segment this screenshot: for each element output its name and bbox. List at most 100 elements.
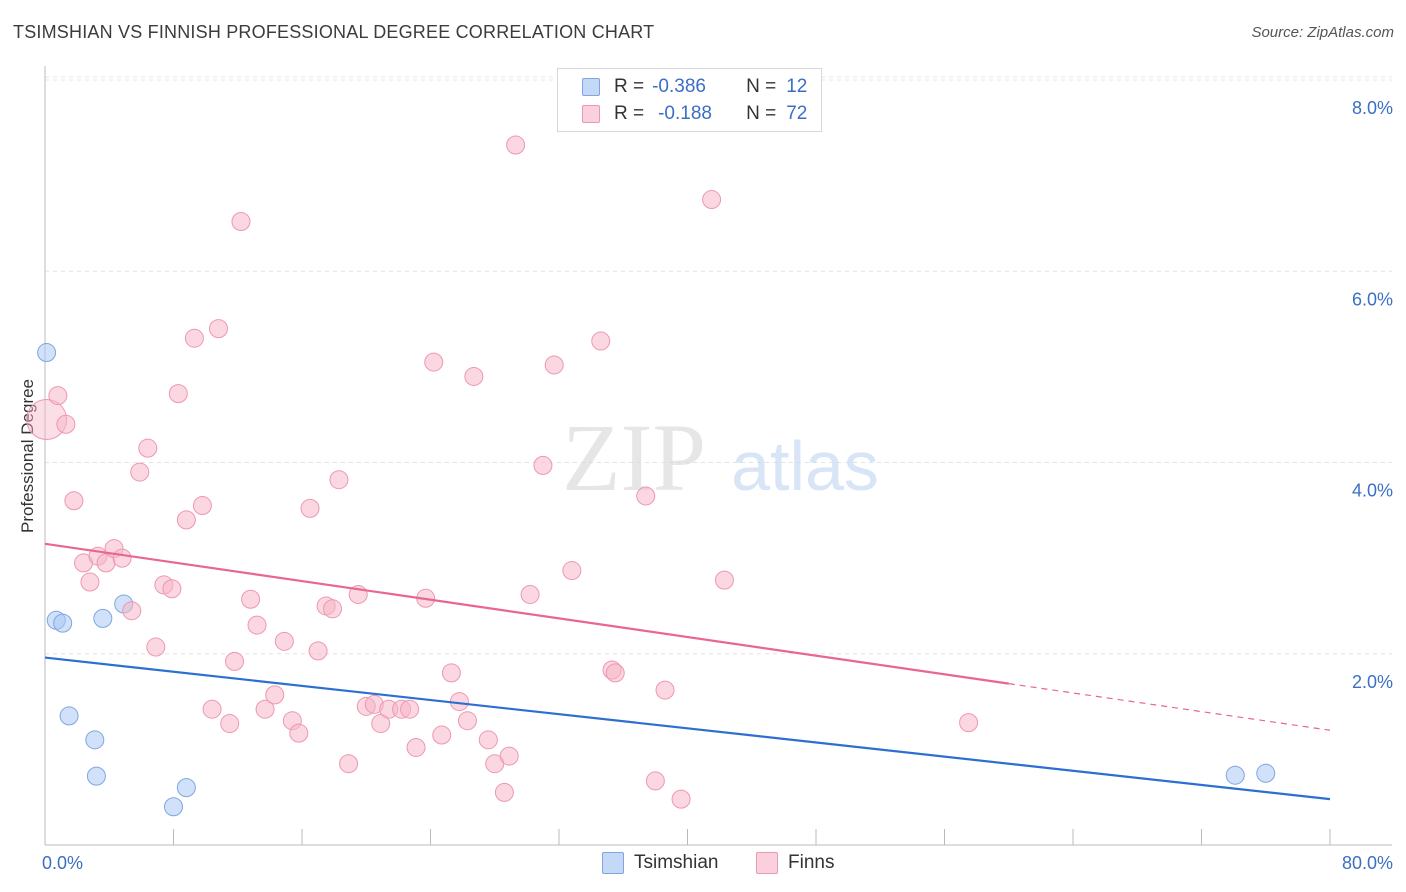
tsimshian-point — [1225, 765, 1245, 785]
finns-point — [265, 685, 285, 705]
finns-point — [255, 699, 275, 719]
finns-trend-line-dashed — [1008, 683, 1331, 731]
r-value: -0.188 — [658, 103, 712, 124]
tick-labels: 2.0% 4.0% 6.0% 8.0% 0.0% 80.0% — [42, 98, 1393, 873]
finns-point — [64, 491, 84, 511]
finns-point — [122, 601, 142, 621]
data-points — [26, 135, 1276, 817]
finns-point — [605, 663, 625, 683]
finns-swatch — [582, 105, 600, 123]
finns-point — [499, 746, 519, 766]
finns-legend-swatch — [756, 852, 778, 874]
y-tick-label: 6.0% — [1352, 289, 1393, 309]
finns-point — [494, 782, 514, 802]
n-value: 72 — [786, 103, 808, 124]
tsimshian-point — [85, 730, 105, 750]
finns-point — [591, 331, 611, 351]
finns-point — [478, 730, 498, 750]
finns-point — [274, 631, 294, 651]
finns-point — [441, 663, 461, 683]
finns-point — [506, 135, 526, 155]
finns-point — [457, 711, 477, 731]
chart-title: TSIMSHIAN VS FINNISH PROFESSIONAL DEGREE… — [13, 22, 655, 42]
watermark-atlas: atlas — [731, 427, 879, 505]
finns-point — [424, 352, 444, 372]
finns-point — [146, 637, 166, 657]
finns-point — [323, 599, 343, 619]
finns-point — [671, 789, 691, 809]
tsimshian-point — [93, 608, 113, 628]
finns-point — [520, 584, 540, 604]
y-tick-label: 4.0% — [1352, 481, 1393, 501]
y-tick-label: 8.0% — [1352, 98, 1393, 118]
finns-point — [162, 579, 182, 599]
watermark-zip: ZIP — [562, 404, 706, 511]
finns-point — [130, 462, 150, 482]
finns-point — [339, 754, 359, 774]
finns-point — [300, 498, 320, 518]
finns-point — [225, 651, 245, 671]
finns-point — [80, 572, 100, 592]
finns-trend-line — [44, 542, 1009, 685]
stats-row-tsimshian: R = -0.386 N = 12 — [582, 75, 807, 99]
r-value: -0.386 — [652, 76, 706, 97]
gridlines — [45, 76, 1392, 655]
finns-point — [329, 470, 349, 490]
finns-point — [714, 570, 734, 590]
trend-lines — [44, 542, 1331, 801]
finns-point — [231, 212, 251, 232]
finns-point — [184, 328, 204, 348]
finns-point — [138, 438, 158, 458]
finns-point — [645, 771, 665, 791]
finns-point — [202, 699, 222, 719]
n-label: N = — [746, 76, 777, 97]
tsimshian-trend-line — [44, 656, 1331, 801]
finns-point — [959, 713, 979, 733]
x-tick-label: 0.0% — [42, 853, 83, 873]
finns-point — [533, 455, 553, 475]
finns-point — [112, 548, 132, 568]
r-label: R = — [614, 103, 645, 124]
finns-point — [308, 641, 328, 661]
finns-point — [562, 561, 582, 581]
finns-point — [371, 714, 391, 734]
r-label: R = — [614, 76, 645, 97]
y-tick-label: 2.0% — [1352, 672, 1393, 692]
finns-point — [241, 589, 261, 609]
legend-label: Tsimshian — [634, 852, 719, 873]
tsimshian-legend-swatch — [602, 852, 624, 874]
tsimshian-point — [59, 706, 79, 726]
finns-point — [406, 737, 426, 757]
finns-point — [247, 615, 267, 635]
finns-point — [432, 725, 452, 745]
finns-point — [702, 190, 722, 210]
finns-point — [289, 723, 309, 743]
legend-item-tsimshian: Tsimshian — [602, 852, 718, 874]
axes — [44, 66, 1392, 846]
finns-point — [544, 355, 564, 375]
finns-point — [655, 680, 675, 700]
finns-point — [220, 714, 240, 734]
stats-row-finns: R = -0.188 N = 72 — [582, 102, 807, 126]
tsimshian-point — [1256, 763, 1276, 783]
finns-point — [48, 386, 68, 406]
n-value: 12 — [786, 76, 808, 97]
finns-point — [176, 510, 196, 530]
legend-item-finns: Finns — [756, 852, 834, 874]
x-tick-label: 80.0% — [1342, 853, 1393, 873]
tsimshian-point — [176, 778, 196, 798]
source-credit: Source: ZipAtlas.com — [1251, 24, 1394, 41]
finns-point — [636, 486, 656, 506]
tsimshian-point — [37, 343, 57, 363]
finns-point — [464, 366, 484, 386]
finns-point — [168, 384, 188, 404]
finns-point — [400, 699, 420, 719]
finns-point — [208, 319, 228, 339]
tsimshian-swatch — [582, 78, 600, 96]
tsimshian-point — [164, 797, 183, 817]
stats-box: R = -0.386 N = 12 R = -0.188 N = 72 — [557, 68, 822, 132]
tsimshian-point — [86, 766, 106, 786]
n-label: N = — [746, 103, 777, 124]
finns-point — [192, 496, 212, 516]
